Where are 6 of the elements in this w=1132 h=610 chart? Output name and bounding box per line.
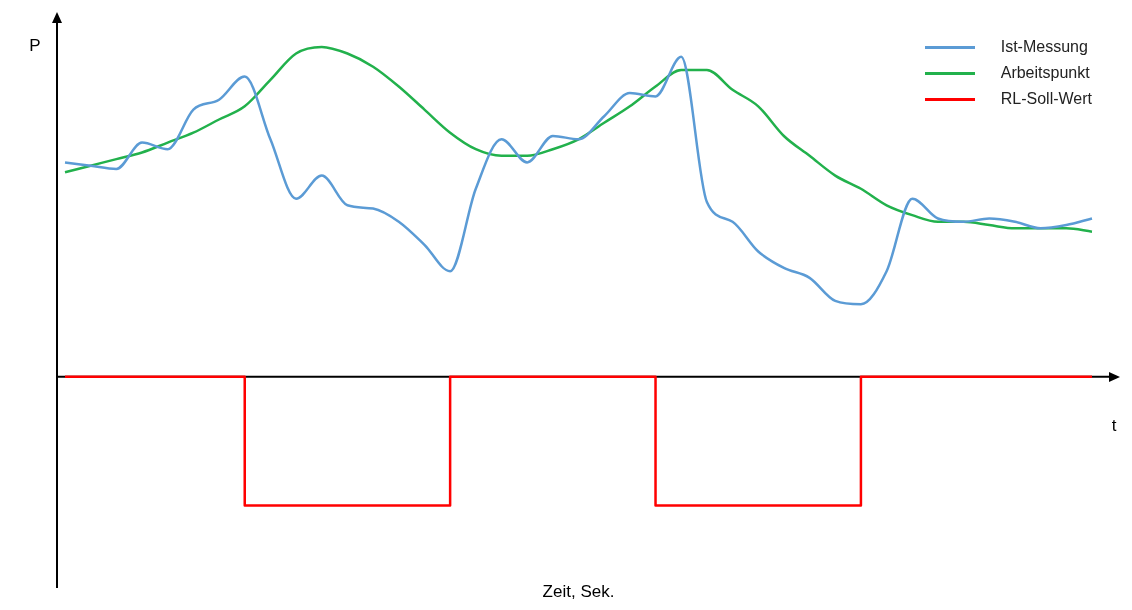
- legend-label: RL-Soll-Wert: [1000, 90, 1092, 108]
- x-axis-title: Zeit, Sek.: [542, 581, 615, 601]
- text: t: [1111, 416, 1117, 436]
- legend-label: Arbeitspunkt: [1000, 64, 1090, 82]
- y-axis-title: P: [29, 35, 41, 55]
- legend-label: Ist-Messung: [1000, 38, 1088, 56]
